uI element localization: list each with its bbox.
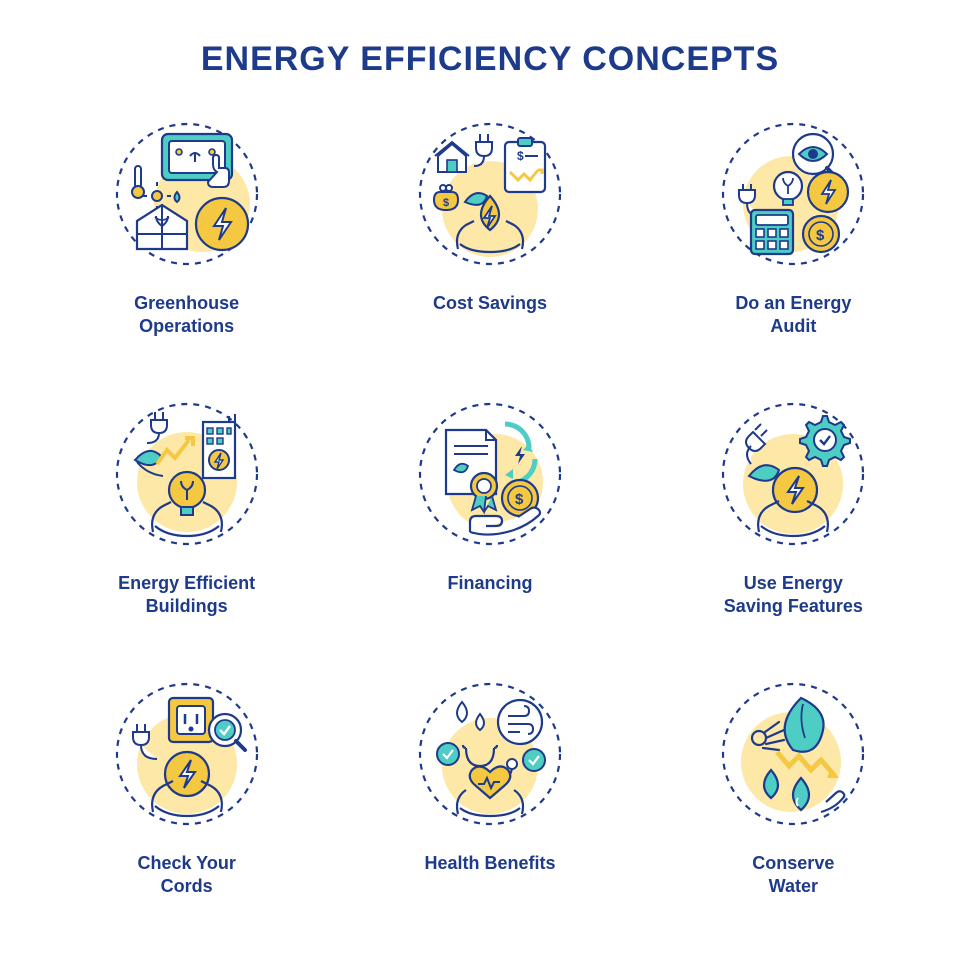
icon-grid: Greenhouse Operations $ xyxy=(50,114,930,934)
label-saving-features: Use Energy Saving Features xyxy=(724,572,863,619)
cell-health-benefits: Health Benefits xyxy=(353,674,626,934)
energy-audit-icon: $ xyxy=(713,114,873,274)
greenhouse-operations-icon xyxy=(107,114,267,274)
label-greenhouse-operations: Greenhouse Operations xyxy=(134,292,239,339)
label-cost-savings: Cost Savings xyxy=(433,292,547,315)
saving-features-icon xyxy=(713,394,873,554)
financing-icon: $ xyxy=(410,394,570,554)
svg-text:$: $ xyxy=(816,227,825,244)
health-benefits-icon xyxy=(410,674,570,834)
cell-financing: $ Financing xyxy=(353,394,626,654)
svg-text:$: $ xyxy=(515,491,524,508)
svg-text:$: $ xyxy=(517,149,524,163)
efficient-buildings-icon xyxy=(107,394,267,554)
label-health-benefits: Health Benefits xyxy=(424,852,555,875)
cost-savings-icon: $ $ xyxy=(410,114,570,274)
cell-cost-savings: $ $ Cost Savings xyxy=(353,114,626,374)
label-financing: Financing xyxy=(447,572,532,595)
label-energy-audit: Do an Energy Audit xyxy=(735,292,851,339)
label-conserve-water: Conserve Water xyxy=(752,852,834,899)
cell-conserve-water: Conserve Water xyxy=(657,674,930,934)
cell-check-cords: Check Your Cords xyxy=(50,674,323,934)
label-efficient-buildings: Energy Efficient Buildings xyxy=(118,572,255,619)
cell-greenhouse-operations: Greenhouse Operations xyxy=(50,114,323,374)
label-check-cords: Check Your Cords xyxy=(137,852,235,899)
cell-efficient-buildings: Energy Efficient Buildings xyxy=(50,394,323,654)
svg-text:$: $ xyxy=(443,197,449,209)
check-cords-icon xyxy=(107,674,267,834)
cell-energy-audit: $ Do an Energy Audit xyxy=(657,114,930,374)
cell-saving-features: Use Energy Saving Features xyxy=(657,394,930,654)
conserve-water-icon xyxy=(713,674,873,834)
page-title: ENERGY EFFICIENCY CONCEPTS xyxy=(50,40,930,79)
